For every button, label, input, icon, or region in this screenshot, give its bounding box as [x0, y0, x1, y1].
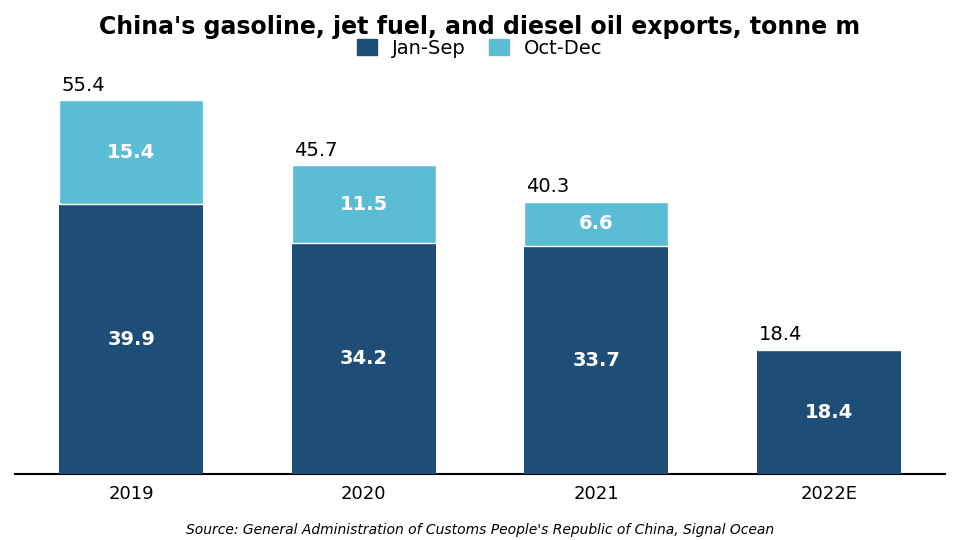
Bar	[524, 201, 668, 246]
Bar	[60, 100, 204, 204]
Text: 39.9: 39.9	[108, 330, 156, 349]
Text: 34.2: 34.2	[340, 349, 388, 368]
Text: 18.4: 18.4	[759, 326, 803, 345]
Text: 45.7: 45.7	[294, 141, 338, 160]
Bar	[524, 246, 668, 474]
Text: 55.4: 55.4	[61, 76, 106, 94]
Bar	[292, 165, 436, 243]
Bar	[60, 204, 204, 474]
Text: 33.7: 33.7	[572, 351, 620, 370]
Legend: Jan-Sep, Oct-Dec: Jan-Sep, Oct-Dec	[349, 31, 611, 65]
Text: 18.4: 18.4	[804, 402, 852, 422]
Bar	[292, 243, 436, 474]
Text: 40.3: 40.3	[526, 177, 569, 196]
Text: 11.5: 11.5	[340, 194, 388, 213]
Text: 6.6: 6.6	[579, 214, 613, 233]
Text: 15.4: 15.4	[108, 143, 156, 162]
Bar	[756, 350, 900, 474]
Text: Source: General Administration of Customs People's Republic of China, Signal Oce: Source: General Administration of Custom…	[186, 523, 774, 537]
Title: China's gasoline, jet fuel, and diesel oil exports, tonne m: China's gasoline, jet fuel, and diesel o…	[100, 15, 860, 39]
